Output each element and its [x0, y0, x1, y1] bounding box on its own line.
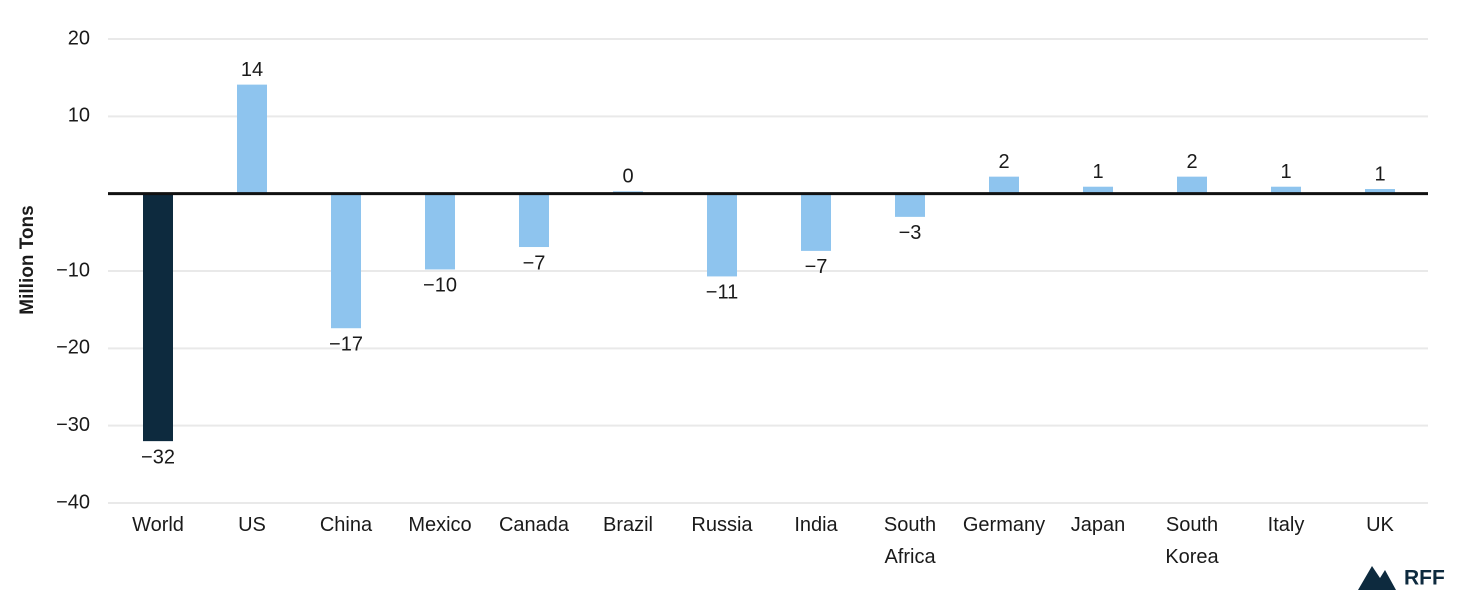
- bar: [1177, 176, 1207, 194]
- bar: [425, 193, 455, 270]
- data-label: 14: [241, 59, 263, 81]
- x-tick-label: China: [319, 514, 373, 536]
- data-label: −3: [899, 222, 922, 244]
- x-tick-label: US: [238, 514, 266, 536]
- x-tick-label: South Africa: [883, 514, 937, 568]
- y-axis-title: Million Tons: [17, 205, 38, 314]
- bar: [1365, 189, 1395, 194]
- x-tick-label: UK: [1366, 514, 1394, 536]
- y-tick-label: −30: [56, 414, 90, 436]
- data-label: −11: [706, 282, 738, 304]
- y-tick-label: −40: [56, 491, 90, 513]
- logo-text: RFF: [1404, 567, 1445, 590]
- y-tick-label: −10: [56, 259, 90, 281]
- data-label: 1: [1280, 161, 1291, 183]
- logo-icon: [1358, 566, 1396, 590]
- bar: [1271, 186, 1301, 194]
- y-tick-label: −20: [56, 337, 90, 359]
- x-tick-label: Canada: [498, 514, 570, 536]
- data-label: 2: [1186, 151, 1197, 173]
- x-tick-label: World: [132, 514, 184, 536]
- bar: [801, 193, 831, 251]
- data-label: 1: [1374, 163, 1385, 185]
- bar: [989, 176, 1019, 194]
- bar: [707, 193, 737, 277]
- y-tick-label: 20: [68, 27, 90, 49]
- x-tick-label: Germany: [962, 514, 1046, 536]
- bars: [143, 84, 1395, 442]
- x-tick-label: Mexico: [408, 514, 472, 536]
- data-label: −32: [141, 446, 175, 468]
- data-label: 1: [1092, 161, 1103, 183]
- data-label: −7: [523, 252, 546, 274]
- x-tick-label: South Korea: [1165, 514, 1219, 568]
- data-label: 2: [998, 151, 1009, 173]
- x-tick-label: Italy: [1267, 514, 1305, 536]
- bar: [331, 193, 361, 329]
- y-tick-label: 10: [68, 105, 90, 127]
- data-label: −17: [329, 334, 363, 356]
- bar: [237, 84, 267, 194]
- bar: [1083, 186, 1113, 194]
- x-tick-label: Japan: [1070, 514, 1126, 536]
- x-tick-label: Brazil: [602, 514, 653, 536]
- x-tick-label: India: [794, 514, 838, 536]
- data-label: 0: [622, 166, 633, 188]
- bar: [895, 193, 925, 217]
- data-label: −7: [805, 256, 828, 278]
- data-label: −10: [423, 275, 457, 297]
- x-tick-label: Russia: [691, 514, 753, 536]
- logo: RFF: [1358, 566, 1445, 590]
- bar: [519, 193, 549, 248]
- bar: [143, 193, 173, 442]
